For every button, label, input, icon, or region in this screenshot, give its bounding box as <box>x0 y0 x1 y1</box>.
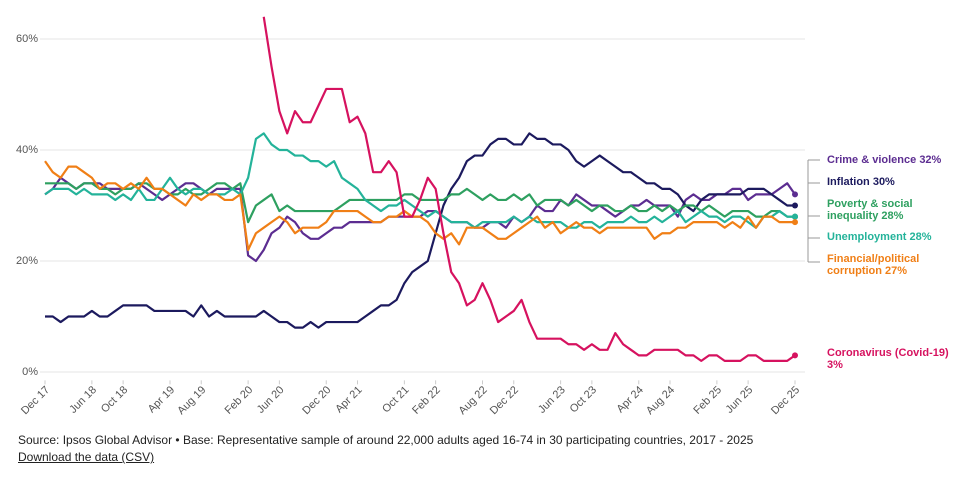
x-tick-label: Apr 24 <box>615 384 646 415</box>
series-label: Unemployment 28% <box>827 231 932 243</box>
x-tick-label: Feb 20 <box>223 384 256 417</box>
y-tick-label: 0% <box>22 366 38 378</box>
download-link[interactable]: Download the data (CSV) <box>18 450 155 464</box>
end-dot <box>792 202 798 209</box>
x-tick-label: Oct 23 <box>568 384 599 415</box>
x-tick-label: Jun 18 <box>67 384 99 416</box>
x-tick-label: Apr 21 <box>333 384 364 415</box>
x-tick-label: Aug 22 <box>457 384 490 417</box>
x-tick-label: Jun 25 <box>723 384 755 416</box>
x-tick-label: Apr 19 <box>146 384 177 415</box>
series-line <box>44 160 795 251</box>
x-tick-label: Oct 21 <box>380 384 411 415</box>
x-tick-label: Feb 25 <box>691 384 724 417</box>
connector <box>807 216 820 263</box>
x-tick-label: Aug 19 <box>175 384 208 417</box>
series-label: Poverty & social inequality 28% <box>827 198 913 222</box>
end-dot <box>792 213 798 220</box>
y-tick-label: 60% <box>16 33 38 45</box>
x-tick-label: Oct 18 <box>99 384 130 415</box>
series-line <box>262 16 796 362</box>
series-line <box>45 132 795 329</box>
series-line <box>44 132 795 229</box>
end-dot <box>792 219 798 226</box>
end-dot <box>792 352 798 359</box>
connector <box>808 182 820 239</box>
x-tick-label: Feb 22 <box>410 384 443 417</box>
y-tick-label: 40% <box>16 144 38 156</box>
source-note: Source: Ipsos Global Advisor • Base: Rep… <box>18 433 754 447</box>
x-tick-label: Jun 20 <box>255 384 287 416</box>
x-tick-label: Dec 20 <box>300 384 333 417</box>
series-label: Crime & violence 32% <box>827 154 942 166</box>
plot-area <box>44 16 796 362</box>
series-label: Coronavirus (Covid-19) 3% <box>827 347 949 371</box>
x-tick-label: Dec 25 <box>769 384 802 417</box>
end-dot <box>792 191 798 198</box>
x-tick-label: Jun 23 <box>536 384 568 416</box>
x-tick-label: Aug 24 <box>644 384 677 417</box>
y-tick-label: 20% <box>16 255 38 267</box>
series-label: Financial/political corruption 27% <box>827 253 920 277</box>
x-tick-label: Dec 17 <box>19 384 52 417</box>
x-tick-label: Dec 22 <box>488 384 521 417</box>
label-connectors <box>807 159 820 263</box>
series-label: Inflation 30% <box>827 176 895 188</box>
connector <box>807 159 820 217</box>
